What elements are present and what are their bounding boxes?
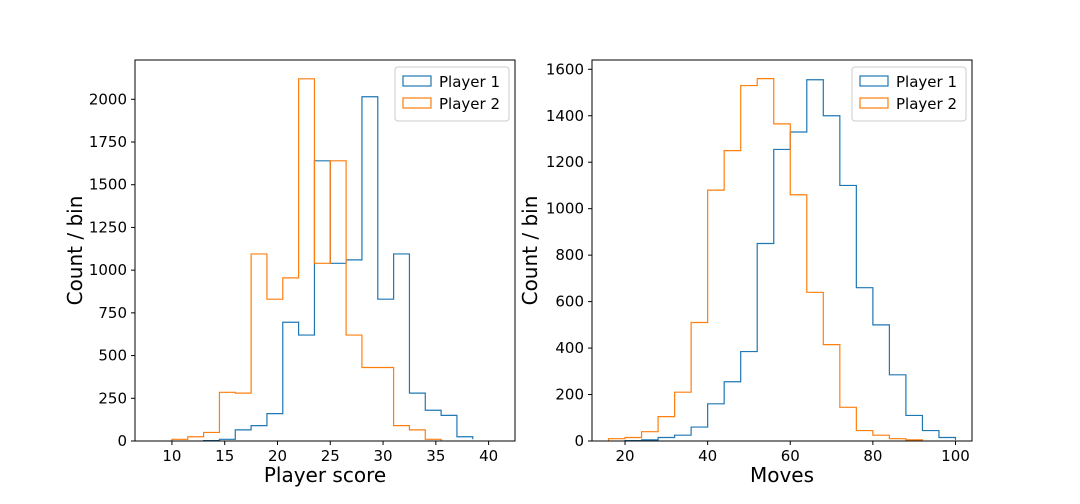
y-tick-label: 2000 bbox=[89, 90, 127, 108]
x-tick-label: 15 bbox=[215, 447, 234, 465]
legend-label-series-1: Player 1 bbox=[896, 73, 957, 91]
x-axis-label: Player score bbox=[264, 463, 386, 487]
y-tick-label: 0 bbox=[574, 432, 584, 450]
histogram-series-2-outline bbox=[171, 78, 442, 441]
x-tick-label: 35 bbox=[426, 447, 445, 465]
x-axis-label: Moves bbox=[750, 463, 814, 487]
x-tick-label: 60 bbox=[781, 447, 800, 465]
histogram-moves: 20 40 60 80 10002004006008001000120014001600… bbox=[518, 59, 973, 487]
y-axis-label: Count / bin bbox=[518, 196, 542, 306]
y-tick-label: 1600 bbox=[546, 60, 584, 78]
x-tick-label: 25 bbox=[321, 447, 340, 465]
axes-frame bbox=[591, 59, 973, 442]
y-axis-label: Count / bin bbox=[63, 196, 87, 306]
x-tick-label: 80 bbox=[863, 447, 882, 465]
x-tick-label: 20 bbox=[268, 447, 287, 465]
legend-label-series-1: Player 1 bbox=[439, 73, 500, 91]
histogram-series-2-outline bbox=[607, 77, 924, 441]
y-tick-label: 250 bbox=[98, 389, 127, 407]
y-tick-label: 1000 bbox=[89, 261, 127, 279]
legend: Player 1 Player 2 bbox=[394, 66, 510, 122]
legend: Player 1 Player 2 bbox=[851, 66, 967, 122]
x-tick-label: 20 bbox=[615, 447, 634, 465]
y-tick-label: 200 bbox=[555, 386, 584, 404]
histogram-player-score: 10 15 20 25 30 35 40 0 250 500 750 1000 1250 1500 1750… bbox=[63, 59, 516, 487]
y-tick-label: 600 bbox=[555, 293, 584, 311]
axes-frame bbox=[134, 59, 516, 442]
x-tick-label: 40 bbox=[479, 447, 498, 465]
y-tick-label: 750 bbox=[98, 304, 127, 322]
legend-swatch-series-2 bbox=[859, 97, 889, 109]
y-tick-label: 1750 bbox=[89, 133, 127, 151]
y-tick-label: 400 bbox=[555, 339, 584, 357]
legend-label-series-2: Player 2 bbox=[896, 95, 957, 113]
y-tick-label: 1400 bbox=[546, 107, 584, 125]
x-tick-label: 30 bbox=[374, 447, 393, 465]
y-tick-label: 1250 bbox=[89, 218, 127, 236]
y-tick-label: 1500 bbox=[89, 176, 127, 194]
x-tick-label: 10 bbox=[162, 447, 181, 465]
legend-swatch-series-2 bbox=[402, 97, 432, 109]
legend-swatch-series-1 bbox=[859, 75, 889, 87]
y-tick-label: 1200 bbox=[546, 153, 584, 171]
y-tick-label: 500 bbox=[98, 347, 127, 365]
legend-label-series-2: Player 2 bbox=[439, 95, 500, 113]
histogram-series-1-outline bbox=[203, 96, 474, 442]
y-tick-label: 0 bbox=[117, 432, 127, 450]
x-tick-label: 40 bbox=[698, 447, 717, 465]
y-tick-label: 800 bbox=[555, 246, 584, 264]
x-tick-label: 100 bbox=[941, 447, 970, 465]
y-tick-label: 1000 bbox=[546, 200, 584, 218]
legend-swatch-series-1 bbox=[402, 75, 432, 87]
